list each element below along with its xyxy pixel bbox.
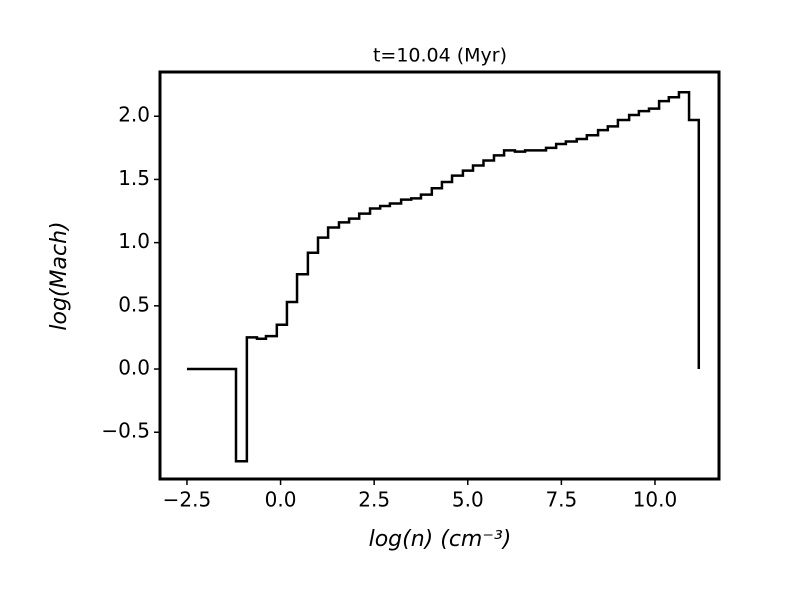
y-tick-label: 2.0	[118, 103, 150, 127]
y-tick-label: 0.0	[118, 356, 150, 380]
plot-frame	[158, 70, 721, 481]
y-tick-label: 1.5	[118, 166, 150, 190]
x-axis-label: log(n) (cm⁻³)	[369, 527, 512, 552]
x-tick-label: 7.5	[545, 488, 577, 512]
x-tick-label: 2.5	[358, 488, 390, 512]
x-tick-label: 10.0	[633, 488, 678, 512]
y-tick-label: 0.5	[118, 292, 150, 316]
chart-title: t=10.04 (Myr)	[373, 45, 507, 67]
y-tick-label: −0.5	[101, 419, 150, 443]
x-tick-label: 5.0	[452, 488, 484, 512]
x-tick-label: 0.0	[265, 488, 297, 512]
y-tick-label: 1.0	[118, 229, 150, 253]
y-axis-label: log(Mach)	[47, 221, 72, 330]
x-tick-label: −2.5	[163, 488, 212, 512]
step-line	[186, 90, 701, 463]
